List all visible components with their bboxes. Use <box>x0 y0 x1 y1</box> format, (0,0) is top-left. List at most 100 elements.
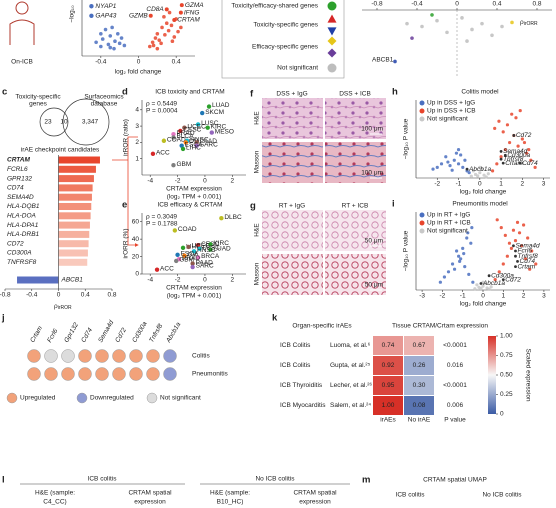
gene-label: Tnfrsf8 <box>503 156 524 163</box>
status-dot <box>95 367 109 381</box>
point <box>456 162 461 166</box>
x-tick-label: 1 <box>501 293 505 300</box>
point <box>200 110 205 116</box>
bar <box>17 276 59 284</box>
point <box>513 239 518 243</box>
point <box>448 163 452 168</box>
venn-count: 10 <box>60 119 68 126</box>
point <box>530 249 534 253</box>
heat-cell <box>373 356 403 375</box>
point-label: LIHC <box>186 145 201 152</box>
point-label: GBM <box>179 257 194 264</box>
bar <box>58 175 94 183</box>
image-caption: H&E (sample: <box>35 490 75 497</box>
point <box>175 252 180 258</box>
x-tick-label: 2 <box>521 181 525 188</box>
row-label: H&E <box>254 111 261 125</box>
point <box>533 165 537 169</box>
panel-title: ICB efficacy & CRTAM <box>157 202 222 209</box>
point-label: LUAD <box>212 102 230 109</box>
point <box>431 167 435 171</box>
gene-label: Cd300a <box>491 272 514 279</box>
point <box>481 284 485 288</box>
gene-label: CD72 <box>7 240 24 247</box>
cell-label: 0.67 <box>413 342 426 349</box>
point <box>478 165 482 169</box>
point <box>514 116 518 120</box>
point <box>482 173 486 177</box>
p-value: 0.006 <box>447 402 464 409</box>
heat-cell <box>373 376 403 395</box>
gene-label: CD300A <box>7 250 32 257</box>
gene-label: ABCB1 <box>61 277 84 284</box>
venn-label: genes <box>29 101 47 108</box>
point <box>471 280 475 284</box>
gene-label: Fcrl6 <box>517 248 532 255</box>
point-label: PAAD <box>200 138 218 145</box>
point <box>166 28 171 33</box>
gene-label: Cd74 <box>80 327 94 344</box>
point <box>117 41 122 46</box>
point-label: DLBC <box>224 214 242 221</box>
cell-label: 0.95 <box>382 382 395 389</box>
point-label: GBM <box>176 161 191 168</box>
micrograph <box>325 142 386 183</box>
heat-cell <box>373 396 403 415</box>
point-label: SARC <box>196 263 214 270</box>
point <box>194 140 199 145</box>
gene-label: HLA-DOA <box>7 213 36 220</box>
legend-marker <box>419 116 425 122</box>
reference: Lecher, et al.²⁶ <box>330 382 372 389</box>
point <box>439 162 444 166</box>
point <box>94 40 98 45</box>
point-label: UCEC <box>192 243 211 250</box>
gene-label: Fcrl6 <box>46 328 59 344</box>
point <box>480 21 484 26</box>
point <box>475 283 479 287</box>
micrograph <box>262 210 323 251</box>
status-dot <box>44 367 58 381</box>
gene-label: Sema4d <box>97 319 115 344</box>
micrograph <box>262 254 323 295</box>
gene-point <box>179 3 184 8</box>
point-label: COAD <box>178 226 197 233</box>
point <box>519 244 524 248</box>
legend-marker <box>419 100 425 106</box>
x-axis-label: log₂ fold change <box>460 301 507 308</box>
gene-label: CRTAM <box>177 17 200 24</box>
status-dot <box>27 367 41 381</box>
irae-label: ICB Colitis <box>280 362 311 369</box>
row-label: Pneumonitis <box>192 371 229 378</box>
point <box>465 39 469 43</box>
point <box>478 171 482 175</box>
point <box>171 163 176 168</box>
point <box>501 262 505 266</box>
column-label: No irAE <box>408 417 431 424</box>
gene-point <box>514 249 517 253</box>
x-axis-label-sub: irORR <box>524 21 538 27</box>
point-label: PRAD <box>182 255 200 262</box>
point <box>171 135 176 140</box>
x-axis-label: log₂ fold change <box>115 69 162 76</box>
point <box>461 246 465 250</box>
stat: ρ = 0.5449 <box>146 101 177 108</box>
status-dot <box>112 349 126 363</box>
point <box>174 258 179 264</box>
gene-point <box>172 18 177 23</box>
point <box>180 245 186 251</box>
gene-label: CD8A <box>146 6 163 13</box>
legend-marker <box>327 1 337 11</box>
image-caption: H&E (sample: <box>210 490 250 497</box>
gene-label: Tnfrsf8 <box>148 323 164 344</box>
legend-label: Upregulated <box>20 395 56 402</box>
point <box>446 160 450 164</box>
status-dot <box>146 349 160 363</box>
legend-marker <box>76 392 88 404</box>
point <box>182 253 187 258</box>
group-title: ICB colitis <box>88 476 118 483</box>
gene-label: CRTAM <box>7 157 30 164</box>
panel-letter: j <box>1 313 5 324</box>
x-tick-label: -3 <box>419 293 425 300</box>
venn-circle <box>39 107 69 137</box>
x-tick-label: 0 <box>481 293 485 300</box>
